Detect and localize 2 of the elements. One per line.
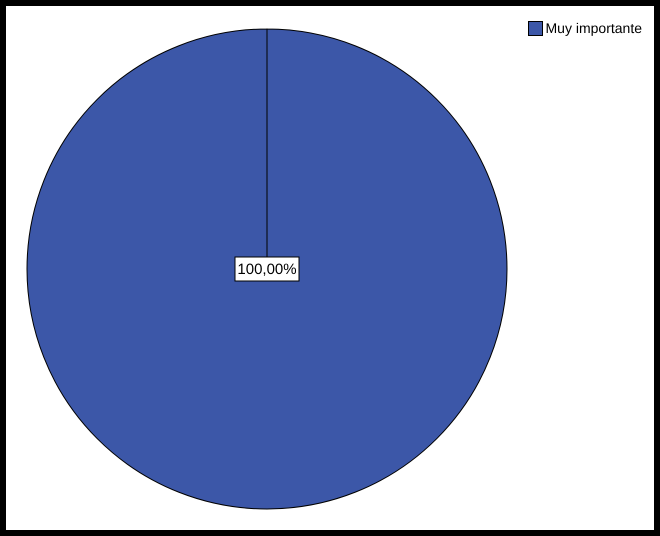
legend-label: Muy importante [546, 20, 642, 36]
data-label: 100,00% [237, 261, 297, 278]
